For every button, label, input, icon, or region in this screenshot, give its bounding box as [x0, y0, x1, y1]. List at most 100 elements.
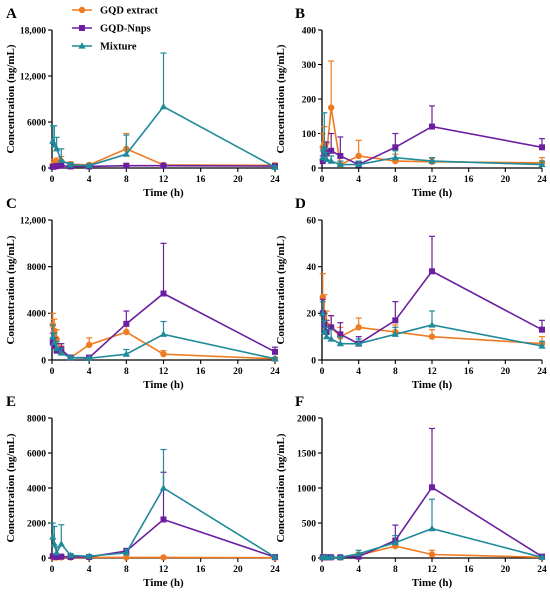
series-gqd-extract: [49, 312, 279, 363]
data-point: [160, 290, 167, 297]
x-tick-label: 16: [196, 367, 206, 377]
series-mixture: [49, 448, 279, 560]
y-tick-label: 500: [302, 519, 317, 529]
panel-letter: A: [6, 6, 17, 22]
x-tick-label: 4: [356, 175, 361, 185]
x-tick-label: 8: [124, 565, 129, 575]
x-tick-label: 12: [427, 367, 437, 377]
data-point: [53, 548, 61, 556]
data-point: [85, 354, 93, 361]
y-tick-label: 6000: [27, 449, 46, 459]
x-tick-label: 20: [501, 175, 511, 185]
x-tick-label: 8: [393, 367, 398, 377]
panel-a: A 0 6000 12,000 18,000 0 4 8 12 16 20 24 Time (h) Con…: [5, 6, 280, 199]
panel-letter: B: [295, 6, 305, 22]
data-point: [538, 342, 546, 349]
data-point: [337, 152, 344, 159]
x-tick-label: 12: [159, 367, 169, 377]
y-axis-label: Concentration (ng/mL): [5, 433, 17, 542]
x-tick-label: 20: [233, 565, 243, 575]
y-axis-label: Concentration (ng/mL): [5, 44, 17, 153]
legend-entry: GQD-Nnps: [100, 24, 151, 35]
data-point: [428, 321, 436, 328]
series-line: [52, 105, 276, 168]
x-tick-label: 4: [87, 175, 92, 185]
data-point: [160, 162, 167, 169]
data-point: [328, 147, 335, 154]
panel-d: D 0 20 40 60 0 4 8 12 16 20 24 Time (h) Concentration…: [275, 196, 547, 391]
legend-marker: [79, 25, 85, 31]
y-tick-label: 2000: [27, 519, 46, 529]
y-tick-label: 0: [41, 164, 46, 174]
data-point: [327, 157, 335, 164]
panel-letter: C: [6, 196, 17, 212]
data-point: [392, 317, 399, 324]
y-tick-label: 4000: [27, 310, 46, 320]
data-point: [355, 152, 362, 160]
x-tick-label: 0: [320, 367, 325, 377]
x-tick-label: 20: [233, 367, 243, 377]
data-point: [85, 552, 93, 559]
x-tick-label: 16: [464, 175, 474, 185]
legend-entry: GQD extract: [100, 6, 159, 17]
data-point: [428, 157, 436, 164]
x-tick-label: 0: [50, 367, 55, 377]
y-tick-label: 8000: [27, 263, 46, 273]
data-point: [66, 161, 75, 168]
data-point: [429, 484, 435, 491]
data-point: [122, 150, 130, 157]
data-point: [327, 553, 335, 560]
panel-c: C 0 4000 8000 12,000 0 4 8 12 16 20 24 Time (h) Conce…: [5, 196, 280, 391]
data-point: [322, 332, 331, 340]
y-tick-label: 0: [311, 356, 316, 366]
data-point: [50, 338, 58, 346]
y-tick-label: 60: [307, 216, 317, 226]
x-tick-label: 16: [464, 565, 474, 575]
data-point: [320, 328, 328, 335]
data-point: [336, 339, 344, 347]
x-tick-label: 8: [124, 175, 129, 185]
data-point: [320, 143, 328, 150]
y-tick-label: 20: [307, 310, 317, 320]
data-point: [319, 309, 327, 316]
data-point: [319, 158, 326, 165]
y-tick-label: 400: [302, 26, 317, 36]
y-tick-label: 12,000: [20, 216, 46, 226]
data-point: [391, 153, 399, 161]
data-point: [336, 553, 344, 560]
data-point: [429, 268, 435, 275]
x-tick-label: 8: [393, 175, 398, 185]
panel-b: B 0 100 200 300 400 0 4 8 12 16 20 24 Time (h) Concent…: [275, 6, 547, 199]
x-tick-label: 20: [501, 367, 511, 377]
data-point: [85, 161, 93, 169]
x-tick-label: 0: [50, 565, 55, 575]
data-point: [322, 155, 331, 162]
data-point: [122, 350, 130, 357]
data-point: [391, 538, 399, 546]
y-tick-label: 6000: [27, 118, 46, 128]
y-tick-label: 1500: [297, 449, 316, 459]
x-tick-label: 0: [320, 565, 325, 575]
series-gqd-extract: [319, 273, 546, 347]
x-tick-label: 8: [124, 367, 129, 377]
data-point: [58, 162, 65, 169]
data-point: [53, 145, 61, 152]
x-tick-label: 0: [50, 175, 55, 185]
series-mixture: [319, 301, 546, 349]
data-point: [538, 553, 546, 560]
series-gqd-nnps: [319, 427, 545, 561]
x-tick-label: 0: [320, 175, 325, 185]
data-point: [160, 516, 167, 523]
x-tick-label: 8: [393, 565, 398, 575]
x-axis-label: Time (h): [143, 577, 184, 589]
y-tick-label: 100: [302, 130, 317, 140]
y-tick-label: 12,000: [20, 72, 46, 82]
data-point: [355, 553, 362, 560]
x-axis-label: Time (h): [143, 187, 184, 199]
x-tick-label: 24: [270, 175, 280, 185]
legend-entry: Mixture: [100, 42, 137, 53]
data-point: [49, 533, 57, 540]
data-point: [57, 349, 65, 356]
y-tick-label: 2000: [297, 414, 316, 424]
